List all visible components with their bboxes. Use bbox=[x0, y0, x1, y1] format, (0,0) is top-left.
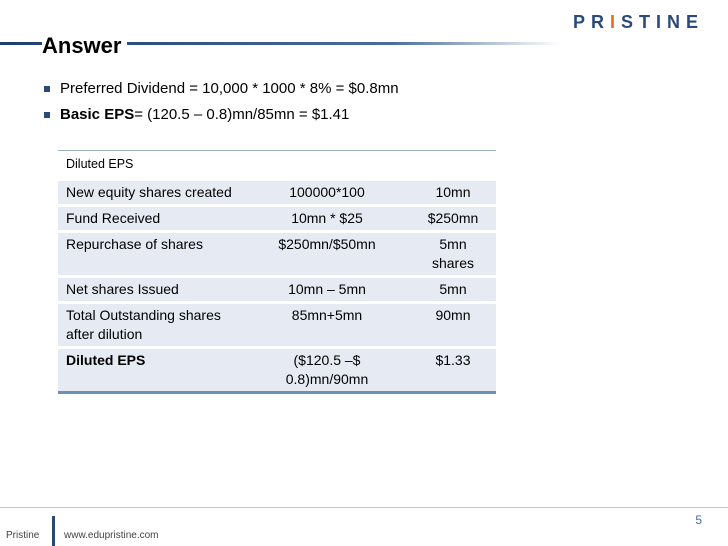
row-value: 5mn shares bbox=[410, 230, 496, 277]
footer-divider bbox=[52, 516, 55, 546]
row-calc: 10mn * $25 bbox=[244, 204, 410, 232]
bullet-bold-label: Basic EPS bbox=[60, 106, 135, 123]
row-value: 5mn bbox=[410, 275, 496, 303]
table-row: Total Outstanding shares after dilution … bbox=[58, 301, 496, 348]
row-label: Total Outstanding shares after dilution bbox=[58, 301, 244, 348]
footer-rule bbox=[0, 507, 728, 508]
page-number: 5 bbox=[695, 513, 702, 527]
bullet-text: = (120.5 – 0.8)mn/85mn = $1.41 bbox=[134, 106, 350, 123]
table-header-row: Diluted EPS bbox=[58, 150, 496, 180]
row-calc: $250mn/$50mn bbox=[244, 230, 410, 277]
row-value: $1.33 bbox=[410, 346, 496, 394]
diluted-eps-table: Diluted EPS New equity shares created 10… bbox=[58, 150, 496, 394]
table-row: New equity shares created 100000*100 10m… bbox=[58, 178, 496, 206]
row-calc: ($120.5 –$ 0.8)mn/90mn bbox=[244, 346, 410, 394]
bullet-text: Preferred Dividend = 10,000 * 1000 * 8% … bbox=[60, 80, 399, 97]
slide-title: Answer bbox=[42, 33, 128, 59]
row-label: New equity shares created bbox=[58, 178, 244, 206]
row-value: 90mn bbox=[410, 301, 496, 348]
row-label: Fund Received bbox=[58, 204, 244, 232]
bullet-square-icon bbox=[44, 111, 50, 118]
row-value: $250mn bbox=[410, 204, 496, 232]
header-rule bbox=[0, 42, 560, 45]
table-row: Repurchase of shares $250mn/$50mn 5mn sh… bbox=[58, 230, 496, 277]
table-row: Diluted EPS ($120.5 –$ 0.8)mn/90mn $1.33 bbox=[58, 346, 496, 394]
row-calc: 85mn+5mn bbox=[244, 301, 410, 348]
row-label: Repurchase of shares bbox=[58, 230, 244, 277]
footer-url-link[interactable]: www.edupristine.com bbox=[64, 530, 159, 541]
footer-brand: Pristine bbox=[6, 530, 40, 541]
bullet-square-icon bbox=[44, 85, 50, 92]
table-row: Net shares Issued 10mn – 5mn 5mn bbox=[58, 275, 496, 303]
row-calc: 10mn – 5mn bbox=[244, 275, 410, 303]
row-calc: 100000*100 bbox=[244, 178, 410, 206]
row-label: Diluted EPS bbox=[58, 346, 244, 394]
bullet-item-preferred-dividend: Preferred Dividend = 10,000 * 1000 * 8% … bbox=[44, 80, 399, 97]
row-value: 10mn bbox=[410, 178, 496, 206]
pristine-logo: PRISTINE bbox=[572, 12, 704, 32]
table-row: Fund Received 10mn * $25 $250mn bbox=[58, 204, 496, 232]
bullet-list: Preferred Dividend = 10,000 * 1000 * 8% … bbox=[44, 80, 399, 132]
table-header: Diluted EPS bbox=[58, 150, 496, 180]
row-label: Net shares Issued bbox=[58, 275, 244, 303]
bullet-item-basic-eps: Basic EPS = (120.5 – 0.8)mn/85mn = $1.41 bbox=[44, 106, 399, 123]
